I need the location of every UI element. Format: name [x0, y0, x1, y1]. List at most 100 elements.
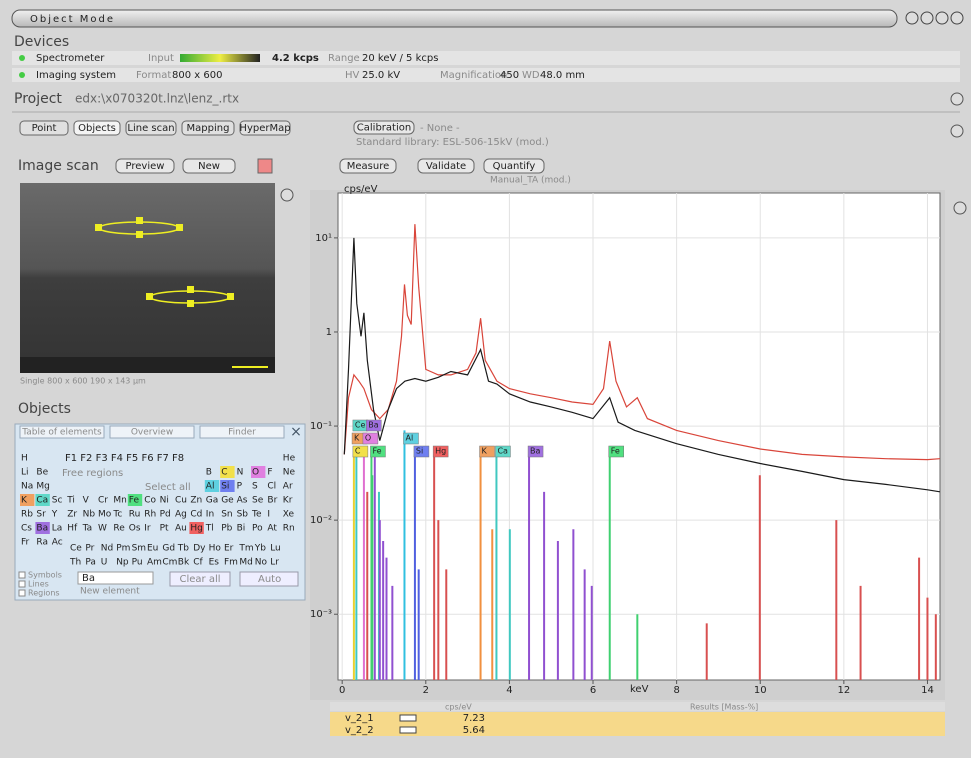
- element[interactable]: Pu: [132, 558, 143, 568]
- element[interactable]: Yb: [254, 544, 266, 554]
- element[interactable]: F: [267, 468, 272, 478]
- element[interactable]: Rh: [144, 510, 156, 520]
- element[interactable]: Lu: [270, 544, 281, 554]
- element[interactable]: He: [283, 454, 296, 464]
- element[interactable]: Xe: [283, 510, 295, 520]
- element[interactable]: Fe: [129, 496, 140, 506]
- element[interactable]: Sb: [237, 510, 249, 520]
- element[interactable]: Br: [267, 496, 277, 506]
- checkbox[interactable]: [19, 581, 25, 587]
- element[interactable]: Cu: [175, 496, 187, 506]
- element[interactable]: Se: [252, 496, 264, 506]
- icon[interactable]: [951, 93, 963, 105]
- element[interactable]: Sn: [221, 510, 232, 520]
- element[interactable]: Y: [51, 510, 58, 520]
- element[interactable]: Mo: [98, 510, 112, 520]
- element[interactable]: Po: [252, 524, 263, 534]
- stop-icon[interactable]: [258, 159, 272, 173]
- element[interactable]: P: [237, 482, 243, 492]
- element[interactable]: O: [252, 468, 259, 478]
- element[interactable]: Tc: [112, 510, 122, 520]
- element[interactable]: Pb: [221, 524, 232, 534]
- element[interactable]: Ru: [129, 510, 141, 520]
- element[interactable]: In: [206, 510, 214, 520]
- element[interactable]: Ta: [82, 524, 93, 534]
- element[interactable]: Cd: [190, 510, 202, 520]
- element[interactable]: Tb: [177, 544, 189, 554]
- element[interactable]: Hg: [190, 524, 202, 534]
- element[interactable]: Md: [239, 558, 252, 568]
- element[interactable]: Te: [251, 510, 262, 520]
- icon[interactable]: [954, 202, 966, 214]
- element[interactable]: Rn: [283, 524, 295, 534]
- element[interactable]: Dy: [193, 544, 206, 554]
- checkbox[interactable]: [19, 572, 25, 578]
- element[interactable]: Cs: [21, 524, 32, 534]
- element[interactable]: Rb: [21, 510, 33, 520]
- element[interactable]: Nb: [83, 510, 96, 520]
- element[interactable]: Kr: [283, 496, 293, 506]
- element[interactable]: Ca: [36, 496, 48, 506]
- element[interactable]: At: [267, 524, 277, 534]
- element[interactable]: Lr: [270, 558, 279, 568]
- element[interactable]: Es: [209, 558, 220, 568]
- element[interactable]: Ho: [209, 544, 222, 554]
- element[interactable]: Th: [69, 558, 81, 568]
- element[interactable]: Al: [206, 482, 215, 492]
- element[interactable]: S: [252, 482, 258, 492]
- element[interactable]: Sc: [52, 496, 63, 506]
- element[interactable]: Sr: [36, 510, 46, 520]
- element[interactable]: Cl: [267, 482, 276, 492]
- element[interactable]: Si: [221, 482, 229, 492]
- element[interactable]: Ge: [221, 496, 234, 506]
- element[interactable]: Tm: [238, 544, 253, 554]
- element[interactable]: Cm: [162, 558, 177, 568]
- element[interactable]: Cr: [98, 496, 108, 506]
- element[interactable]: Au: [175, 524, 187, 534]
- element[interactable]: Os: [129, 524, 141, 534]
- element[interactable]: Li: [21, 468, 29, 478]
- element[interactable]: Ti: [66, 496, 75, 506]
- element[interactable]: Ac: [52, 538, 63, 548]
- element[interactable]: I: [267, 510, 270, 520]
- element[interactable]: Cf: [193, 558, 203, 568]
- mode-bar[interactable]: [12, 10, 897, 27]
- result-row[interactable]: [330, 724, 945, 736]
- element[interactable]: Ni: [160, 496, 169, 506]
- close-icon[interactable]: ×: [290, 424, 302, 440]
- element[interactable]: Mn: [113, 496, 126, 506]
- element[interactable]: Eu: [147, 544, 158, 554]
- element[interactable]: Ag: [175, 510, 187, 520]
- element[interactable]: N: [237, 468, 244, 478]
- element[interactable]: C: [221, 468, 227, 478]
- element[interactable]: Co: [144, 496, 156, 506]
- element[interactable]: Ne: [283, 468, 296, 478]
- element[interactable]: V: [83, 496, 90, 506]
- element[interactable]: La: [52, 524, 63, 534]
- element[interactable]: W: [98, 524, 107, 534]
- element[interactable]: Bi: [237, 524, 246, 534]
- element[interactable]: Pd: [160, 510, 171, 520]
- element[interactable]: Ar: [283, 482, 293, 492]
- element[interactable]: Tl: [205, 524, 214, 534]
- element[interactable]: Sm: [132, 544, 146, 554]
- element[interactable]: Gd: [162, 544, 175, 554]
- element[interactable]: Pt: [160, 524, 169, 534]
- element[interactable]: Mg: [36, 482, 49, 492]
- checkbox[interactable]: [19, 590, 25, 596]
- icon[interactable]: [281, 189, 293, 201]
- element[interactable]: Np: [116, 558, 129, 568]
- element[interactable]: Ga: [206, 496, 219, 506]
- element[interactable]: Zr: [67, 510, 77, 520]
- element[interactable]: Na: [21, 482, 33, 492]
- element[interactable]: Ba: [36, 524, 48, 534]
- element[interactable]: Ce: [70, 544, 82, 554]
- element[interactable]: Er: [224, 544, 234, 554]
- result-row[interactable]: [330, 712, 945, 724]
- element[interactable]: Re: [113, 524, 125, 534]
- element[interactable]: As: [237, 496, 248, 506]
- element[interactable]: Hf: [67, 524, 78, 534]
- element[interactable]: No: [255, 558, 268, 568]
- element[interactable]: Fr: [21, 538, 30, 548]
- element[interactable]: U: [101, 558, 108, 568]
